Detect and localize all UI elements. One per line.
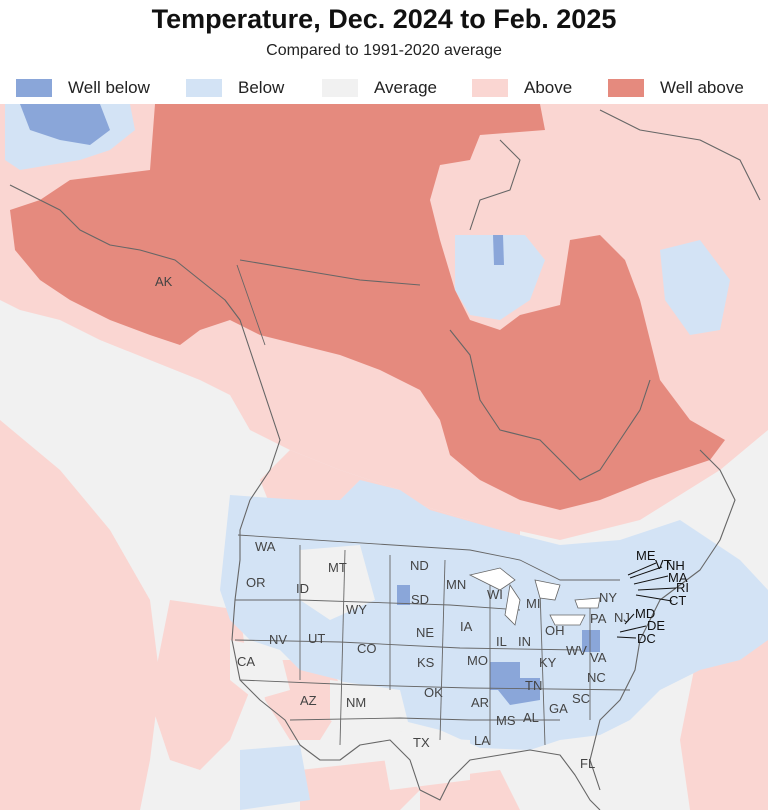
state-label-va: VA bbox=[590, 650, 607, 665]
legend-label-below: Below bbox=[238, 78, 285, 97]
state-label-sc: SC bbox=[572, 691, 590, 706]
state-label-la: LA bbox=[474, 733, 490, 748]
state-label-vt: VT bbox=[655, 557, 672, 572]
state-label-in: IN bbox=[518, 634, 531, 649]
state-label-wa: WA bbox=[255, 539, 276, 554]
state-borders bbox=[234, 534, 631, 746]
state-label-pa: PA bbox=[590, 611, 607, 626]
legend-item-well-above: Well above bbox=[608, 76, 744, 100]
state-label-me: ME bbox=[636, 548, 656, 563]
state-label-oh: OH bbox=[545, 623, 565, 638]
map-title: Temperature, Dec. 2024 to Feb. 2025 bbox=[151, 4, 617, 34]
state-label-ak: AK bbox=[155, 274, 173, 289]
state-label-mn: MN bbox=[446, 577, 466, 592]
callout-labels: ME VT NH MA RI CT MD DE DC bbox=[635, 548, 689, 646]
legend-swatch-average bbox=[322, 79, 358, 97]
state-label-or: OR bbox=[246, 575, 266, 590]
state-label-de: DE bbox=[647, 618, 665, 633]
state-label-sd: SD bbox=[411, 592, 429, 607]
legend-item-above: Above bbox=[472, 76, 572, 100]
state-label-dc: DC bbox=[637, 631, 656, 646]
state-label-nc: NC bbox=[587, 670, 606, 685]
legend-item-below: Below bbox=[186, 76, 284, 100]
legend-label-well-above: Well above bbox=[660, 78, 744, 97]
state-label-fl: FL bbox=[580, 756, 595, 771]
callout-lines bbox=[616, 562, 677, 639]
state-label-co: CO bbox=[357, 641, 377, 656]
legend-item-well-below: Well below bbox=[16, 76, 150, 100]
state-label-wi: WI bbox=[487, 587, 503, 602]
state-label-ms: MS bbox=[496, 713, 516, 728]
legend-label-average: Average bbox=[374, 78, 438, 97]
state-label-al: AL bbox=[523, 710, 539, 725]
state-label-ca: CA bbox=[237, 654, 255, 669]
great-lakes bbox=[468, 567, 601, 626]
state-label-ks: KS bbox=[417, 655, 435, 670]
state-label-ok: OK bbox=[424, 685, 443, 700]
state-label-ia: IA bbox=[460, 619, 473, 634]
map-subtitle: Compared to 1991-2020 average bbox=[266, 42, 502, 59]
state-label-wy: WY bbox=[346, 602, 367, 617]
state-label-ne: NE bbox=[416, 625, 434, 640]
state-label-nj: NJ bbox=[614, 610, 630, 625]
alaska-border bbox=[236, 264, 266, 346]
legend-label-well-below: Well below bbox=[68, 78, 150, 97]
state-label-nd: ND bbox=[410, 558, 429, 573]
coastlines bbox=[9, 109, 761, 810]
state-label-tn: TN bbox=[525, 678, 542, 693]
state-label-nv: NV bbox=[269, 632, 287, 647]
legend-item-average: Average bbox=[322, 76, 437, 100]
state-label-ar: AR bbox=[471, 695, 489, 710]
state-label-ma: MA bbox=[668, 570, 688, 585]
well-below-regions bbox=[20, 104, 600, 705]
legend-swatch-well-below bbox=[16, 79, 52, 97]
legend: Well below Below Average Above Well abov… bbox=[0, 76, 768, 100]
state-label-az: AZ bbox=[300, 693, 317, 708]
legend-swatch-well-above bbox=[608, 79, 644, 97]
well-above-regions bbox=[10, 104, 725, 510]
state-label-ny: NY bbox=[599, 590, 617, 605]
state-label-md: MD bbox=[635, 606, 655, 621]
state-label-nh: NH bbox=[666, 558, 685, 573]
state-labels: AK WA OR CA ID NV MT WY UT AZ CO NM ND S… bbox=[155, 274, 630, 771]
state-label-mt: MT bbox=[328, 560, 347, 575]
state-label-ga: GA bbox=[549, 701, 568, 716]
legend-swatch-below bbox=[186, 79, 222, 97]
state-label-ct: CT bbox=[669, 593, 686, 608]
temperature-map: AK WA OR CA ID NV MT WY UT AZ CO NM ND S… bbox=[0, 104, 768, 810]
state-label-ky: KY bbox=[539, 655, 557, 670]
state-label-id: ID bbox=[296, 581, 309, 596]
legend-swatch-above bbox=[472, 79, 508, 97]
legend-label-above: Above bbox=[524, 78, 573, 97]
state-label-il: IL bbox=[496, 634, 507, 649]
state-label-mi: MI bbox=[526, 596, 540, 611]
state-label-ut: UT bbox=[308, 631, 325, 646]
state-label-nm: NM bbox=[346, 695, 366, 710]
map-canvas: AK WA OR CA ID NV MT WY UT AZ CO NM ND S… bbox=[0, 104, 768, 810]
state-label-wv: WV bbox=[566, 643, 587, 658]
state-label-ri: RI bbox=[676, 580, 689, 595]
state-label-mo: MO bbox=[467, 653, 488, 668]
state-label-tx: TX bbox=[413, 735, 430, 750]
